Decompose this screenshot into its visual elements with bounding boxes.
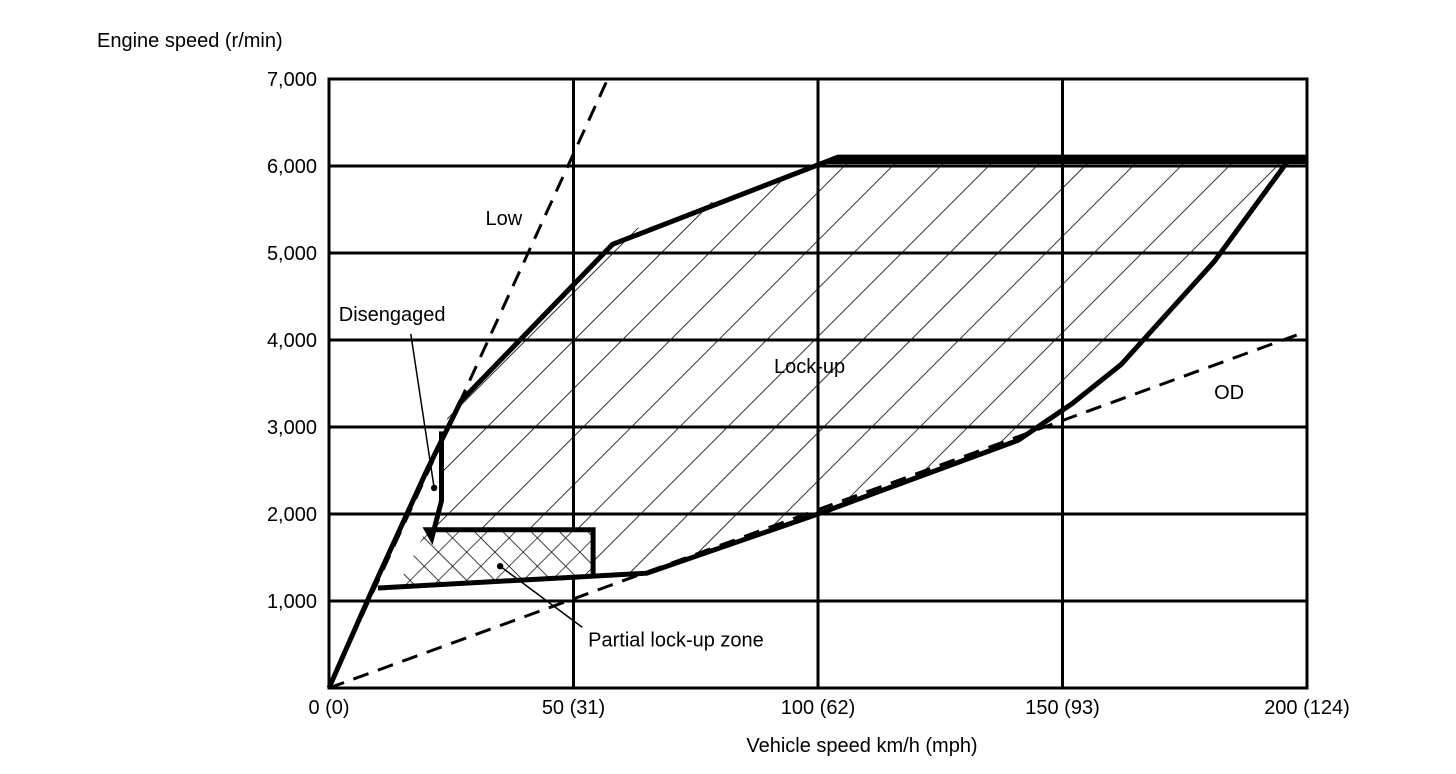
annotation-disengaged: Disengaged (339, 304, 446, 326)
x-tick-label: 150 (93) (1025, 697, 1100, 719)
leader-partial-lock-up-zone (499, 565, 583, 628)
x-tick-label: 50 (31) (542, 697, 605, 719)
annotations: Low Lock-up OD Disengaged Partial lock-up zo… (339, 208, 1244, 651)
y-tick-label: 7,000 (267, 69, 317, 91)
plot-frame (327, 77, 1309, 690)
regions (397, 161, 1307, 587)
gear-line-od (329, 329, 1307, 688)
y-tick-label: 5,000 (267, 243, 317, 265)
x-tick-label: 0 (0) (308, 697, 349, 719)
leader-dot-partial-lock-up-zone (496, 563, 504, 570)
y-tick-label: 4,000 (267, 330, 317, 352)
x-tick-label: 100 (62) (781, 697, 856, 719)
boundary-inner (422, 431, 596, 577)
x-tick-label: 200 (124) (1264, 697, 1350, 719)
region-lock-up (426, 161, 1307, 577)
tick-labels: 1,000 2,000 3,000 4,000 5,000 6,000 7,000 0 (0)… (267, 69, 1350, 719)
boundaries (326, 154, 1307, 690)
annotation-od: OD (1214, 382, 1244, 404)
leader-dot-disengaged (430, 484, 438, 492)
y-tick-label: 2,000 (267, 504, 317, 526)
y-axis-title: Engine speed (r/min) (97, 30, 283, 52)
partial-zone-hatch (397, 529, 594, 587)
annotation-partial-lock-up-zone: Partial lock-up zone (588, 629, 764, 651)
annotation-low: Low (485, 208, 522, 230)
leader-disengaged (410, 333, 435, 489)
y-tick-label: 6,000 (267, 156, 317, 178)
y-tick-label: 3,000 (267, 417, 317, 439)
x-axis-title: Vehicle speed km/h (mph) (746, 735, 977, 757)
y-tick-label: 1,000 (267, 591, 317, 613)
annotation-lock-up: Lock-up (774, 356, 845, 378)
boundary-lower (377, 160, 1290, 591)
